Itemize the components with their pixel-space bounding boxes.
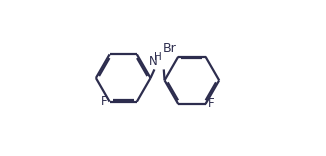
Text: F: F [207, 98, 214, 110]
Text: H: H [155, 52, 162, 62]
Text: N: N [149, 55, 158, 68]
Text: F: F [101, 95, 108, 108]
Text: Br: Br [163, 42, 177, 55]
